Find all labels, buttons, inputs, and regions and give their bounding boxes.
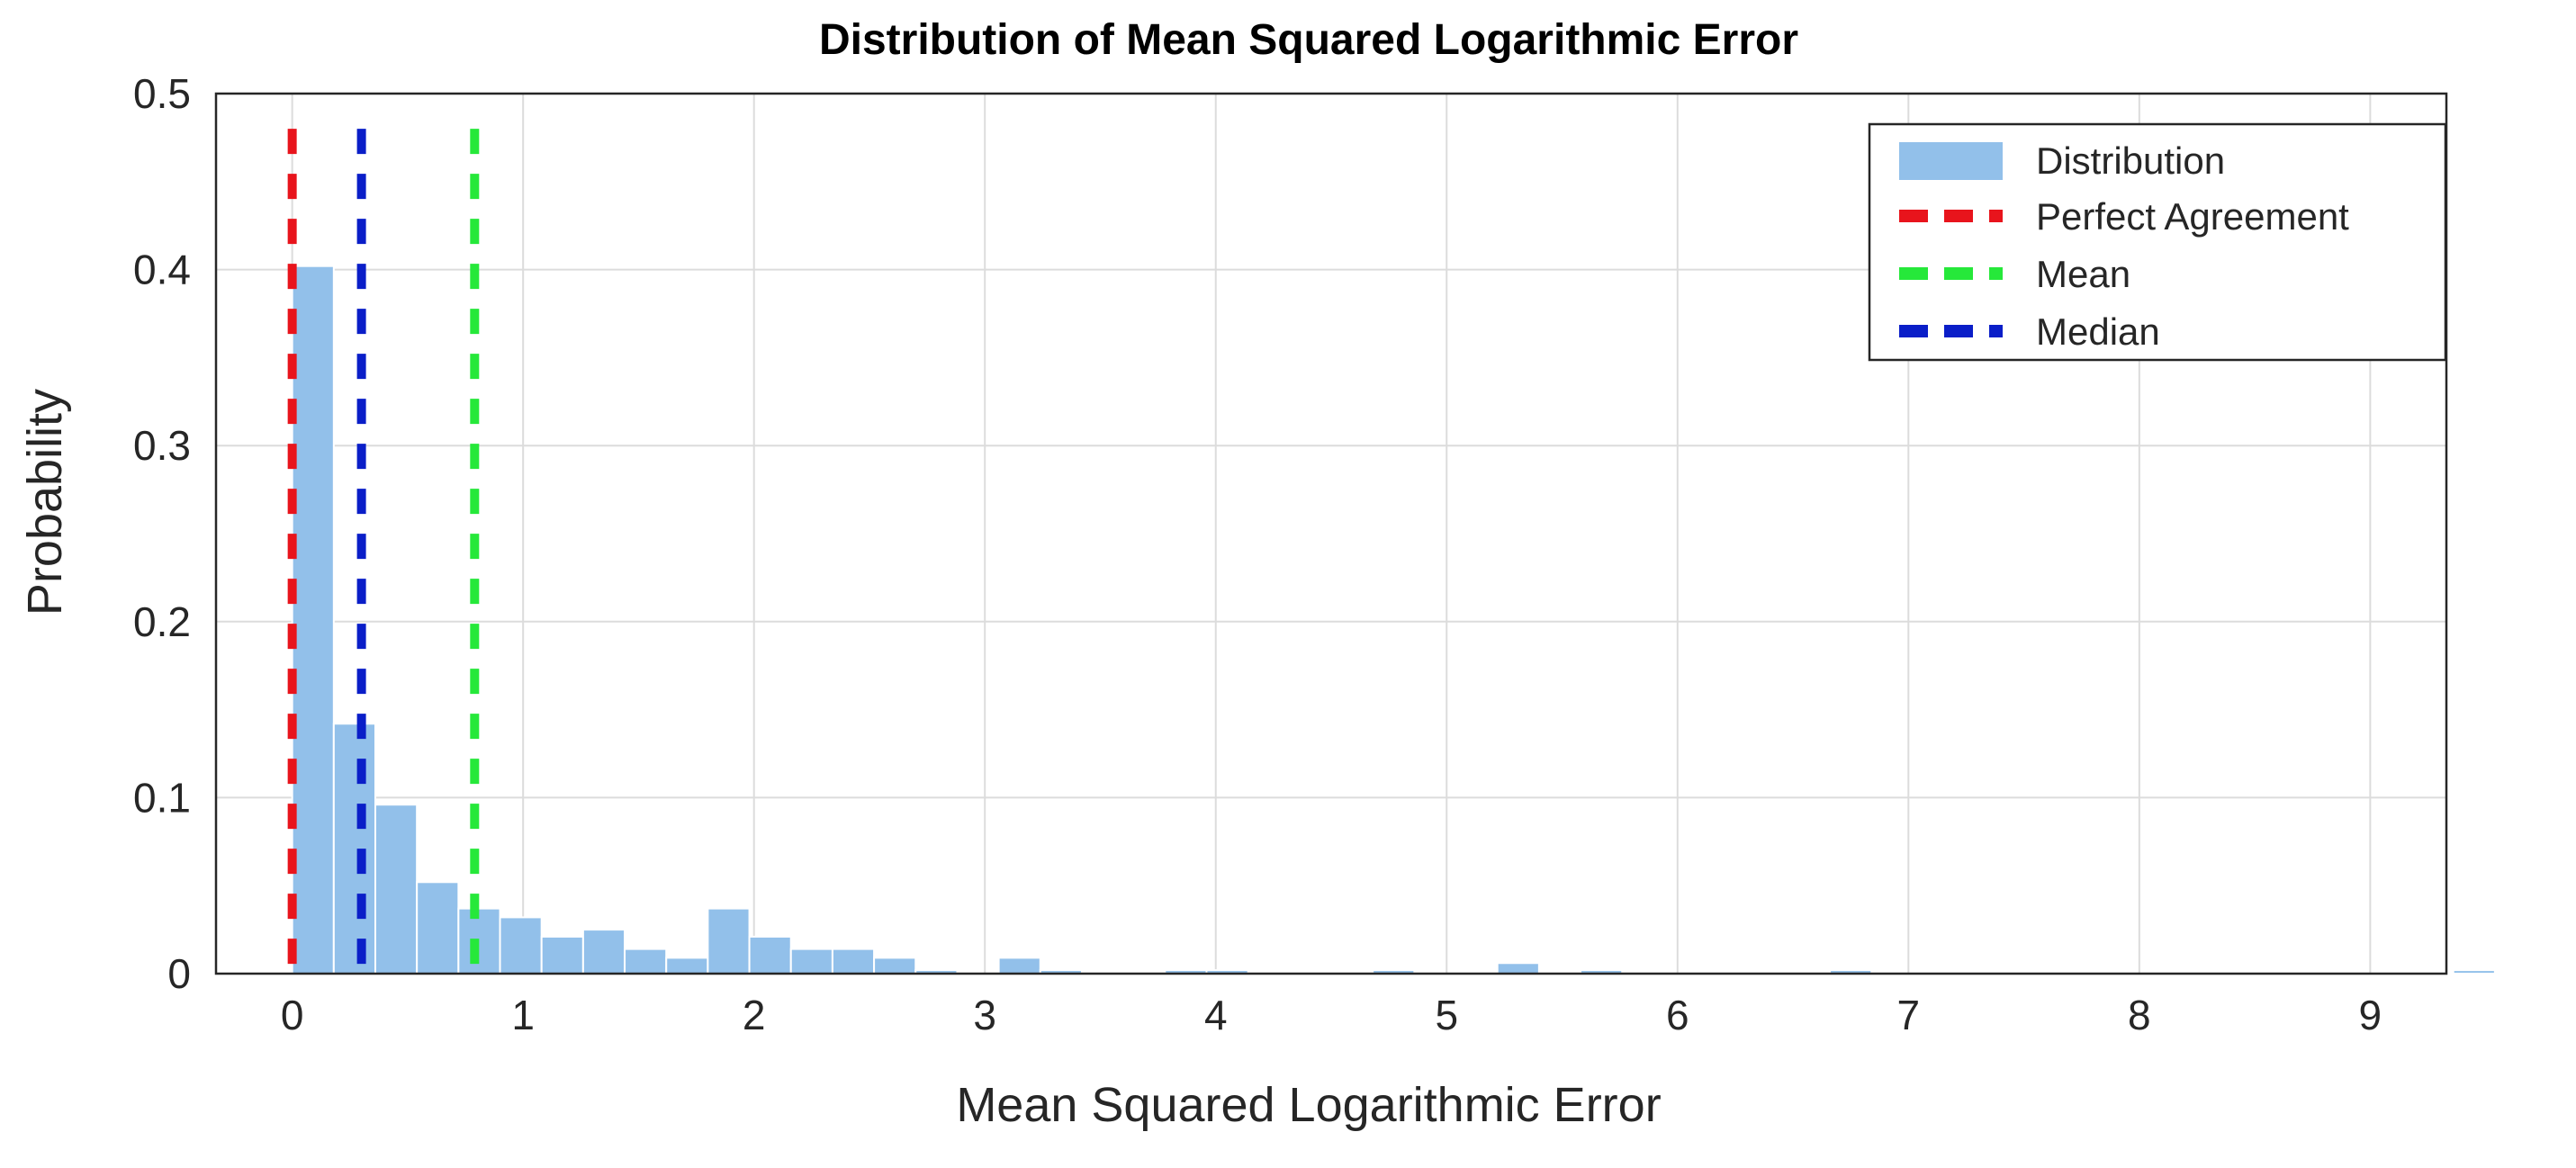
y-tick-label: 0.3 (133, 422, 191, 469)
histogram-bar (624, 948, 668, 975)
legend-label-median: Median (2036, 310, 2160, 353)
histogram-bar (581, 929, 626, 975)
histogram-bar (873, 957, 917, 975)
histogram-bar (997, 957, 1041, 975)
legend-label-mean: Mean (2036, 253, 2130, 295)
y-tick-label: 0.1 (133, 774, 191, 821)
chart-title: Distribution of Mean Squared Logarithmic… (819, 16, 1798, 64)
histogram-bar (665, 957, 709, 975)
x-tick-label: 4 (1204, 992, 1228, 1038)
histogram-bar (291, 265, 335, 975)
histogram-bar (1496, 962, 1540, 975)
histogram-bar (831, 948, 876, 975)
plot-frame (214, 92, 2448, 975)
histogram-bar (2452, 969, 2496, 975)
y-tick-labels: 0 0.1 0.2 0.3 0.4 0.5 (133, 70, 191, 997)
legend-label-perfect-agreement: Perfect Agreement (2036, 195, 2349, 238)
histogram-bar (332, 723, 376, 975)
histogram-bar (374, 804, 419, 975)
histogram-bar (748, 935, 792, 975)
histogram-bar (540, 935, 584, 975)
legend-label-distribution: Distribution (2036, 139, 2225, 182)
y-tick-label: 0.4 (133, 247, 191, 293)
y-axis-title: Probability (18, 389, 72, 615)
reference-lines (287, 129, 480, 974)
x-tick-label: 8 (2128, 992, 2151, 1038)
x-tick-label: 6 (1666, 992, 1689, 1038)
x-tick-label: 2 (743, 992, 766, 1038)
x-axis-title: Mean Squared Logarithmic Error (956, 1078, 1661, 1132)
x-tick-label: 1 (511, 992, 535, 1038)
y-tick-label: 0.2 (133, 598, 191, 645)
histogram-bar (789, 948, 833, 975)
x-tick-label: 9 (2359, 992, 2382, 1038)
x-tick-label: 7 (1897, 992, 1921, 1038)
histogram-bar (416, 881, 460, 975)
legend: Distribution Perfect Agreement Mean Medi… (1868, 122, 2447, 362)
histogram-bar (499, 916, 543, 975)
x-tick-label: 3 (973, 992, 996, 1038)
histogram-bar (457, 907, 501, 975)
x-tick-label: 5 (1435, 992, 1458, 1038)
y-tick-label: 0.5 (133, 70, 191, 117)
x-tick-labels: 0 1 2 3 4 5 6 7 8 9 (281, 992, 2382, 1038)
x-tick-label: 0 (281, 992, 304, 1038)
bars (291, 265, 2496, 975)
histogram-bar (707, 907, 751, 975)
legend-swatch-distribution (1899, 142, 2003, 180)
y-tick-label: 0 (167, 950, 191, 997)
